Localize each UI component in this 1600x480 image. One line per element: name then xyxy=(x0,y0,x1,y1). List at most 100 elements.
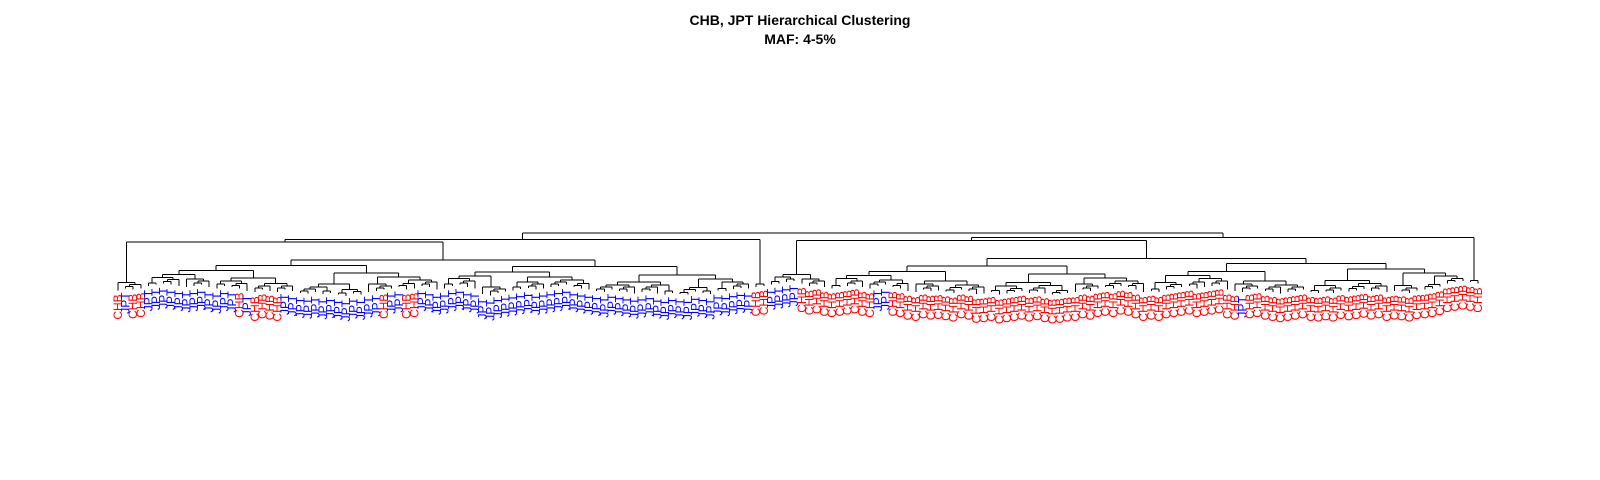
leaf-label: JPT xyxy=(650,297,664,319)
leaf-label: JPT xyxy=(362,296,376,318)
leaf-label: CHB xyxy=(810,289,824,314)
leaf-label: JPT xyxy=(385,292,399,314)
leaf-label: JPT xyxy=(468,292,482,314)
leaf-label: JPT xyxy=(369,294,383,316)
leaf-label: JPT xyxy=(210,292,224,314)
leaf-label: CHB xyxy=(1106,292,1120,317)
leaf-label: JPT xyxy=(483,299,497,321)
leaf-label: CHB xyxy=(1395,296,1409,321)
leaf-label: JPT xyxy=(605,293,619,315)
leaf-label: CHB xyxy=(1076,294,1090,319)
leaf-label: CHB xyxy=(248,296,262,321)
leaf-label: CHB xyxy=(825,292,839,317)
leaf-label: CHB xyxy=(1456,285,1470,310)
leaf-label: JPT xyxy=(635,296,649,318)
leaf-label: JPT xyxy=(119,292,133,314)
leaf-label: CHB xyxy=(1311,297,1325,322)
leaf-label: JPT xyxy=(164,288,178,310)
leaf-label: JPT xyxy=(301,297,315,319)
leaf-label: JPT xyxy=(666,296,680,318)
leaf-label: CHB xyxy=(1410,294,1424,319)
leaf-label: CHB xyxy=(1167,292,1181,317)
leaf-label: JPT xyxy=(506,294,520,316)
leaf-label: CHB xyxy=(901,295,915,320)
leaf-label: JPT xyxy=(179,291,193,313)
leaf-label: CHB xyxy=(924,295,938,320)
dendrogram-branches xyxy=(117,232,1479,296)
leaf-label: CHB xyxy=(1152,296,1166,321)
leaf-label: JPT xyxy=(536,292,550,314)
leaf-label: CHB xyxy=(939,296,953,321)
leaf-label: JPT xyxy=(726,292,740,314)
leaf-label: JPT xyxy=(415,289,429,311)
leaf-label: JPT xyxy=(423,291,437,313)
leaf-label: JPT xyxy=(293,296,307,318)
leaf-label: JPT xyxy=(574,292,588,314)
leaf-label: CHB xyxy=(1144,295,1158,320)
leaf-label: CHB xyxy=(1365,295,1379,320)
leaf-label: CHB xyxy=(1122,291,1136,316)
leaf-label: CHB xyxy=(1182,290,1196,315)
leaf-label: CHB xyxy=(894,292,908,317)
leaf-label: CHB xyxy=(1137,296,1151,321)
leaf-label: CHB xyxy=(1357,293,1371,318)
leaf-label: CHB xyxy=(802,290,816,315)
leaf-label: CHB xyxy=(1258,295,1272,320)
leaf-label: CHB xyxy=(1251,292,1265,317)
leaf-label: JPT xyxy=(1235,296,1249,318)
leaf-label: CHB xyxy=(1114,290,1128,315)
leaf-label: CHB xyxy=(947,297,961,322)
leaf-label: CHB xyxy=(1205,290,1219,315)
leaf-label: CHB xyxy=(916,294,930,319)
leaf-label: CHB xyxy=(1129,294,1143,319)
leaf-label: JPT xyxy=(688,295,702,317)
leaf-label: JPT xyxy=(529,293,543,315)
chart-subtitle: MAF: 4-5% xyxy=(764,31,836,47)
leaf-label: JPT xyxy=(620,296,634,318)
leaf-label: CHB xyxy=(1061,297,1075,322)
leaf-label: CHB xyxy=(977,297,991,322)
leaf-label: CHB xyxy=(1008,296,1022,321)
leaf-label: CHB xyxy=(1372,294,1386,319)
leaf-label: JPT xyxy=(491,296,505,318)
leaf-label: JPT xyxy=(498,295,512,317)
leaf-label: CHB xyxy=(1030,296,1044,321)
leaf-label: CHB xyxy=(848,289,862,314)
dendrogram-leaf-labels: CHBJPTCHBCHBJPTJPTJPTJPTJPTJPTJPTJPTJPTJ… xyxy=(111,284,1485,324)
leaf-label: JPT xyxy=(339,299,353,321)
leaf-label: JPT xyxy=(217,289,231,311)
leaf-label: JPT xyxy=(643,294,657,316)
leaf-label: JPT xyxy=(764,288,778,310)
leaf-label: JPT xyxy=(742,292,756,314)
leaf-label: JPT xyxy=(612,294,626,316)
leaf-label: JPT xyxy=(787,284,801,306)
leaf-label: CHB xyxy=(1000,297,1014,322)
leaf-label: CHB xyxy=(833,291,847,316)
leaf-label: JPT xyxy=(225,291,239,313)
leaf-label: CHB xyxy=(970,298,984,323)
leaf-label: JPT xyxy=(195,288,209,310)
leaf-label: CHB xyxy=(1418,294,1432,319)
leaf-label: CHB xyxy=(1403,297,1417,322)
chart-title: CHB, JPT Hierarchical Clustering xyxy=(689,12,911,28)
leaf-label: CHB xyxy=(1296,294,1310,319)
leaf-label: JPT xyxy=(309,296,323,318)
leaf-label: CHB xyxy=(377,294,391,319)
leaf-label: CHB xyxy=(886,291,900,316)
leaf-label: CHB xyxy=(992,299,1006,324)
leaf-label: CHB xyxy=(1349,294,1363,319)
leaf-label: JPT xyxy=(559,288,573,310)
leaf-label: JPT xyxy=(521,291,535,313)
leaf-label: CHB xyxy=(1387,295,1401,320)
leaf-label: JPT xyxy=(202,291,216,313)
leaf-label: CHB xyxy=(1038,297,1052,322)
leaf-label: CHB xyxy=(126,294,140,319)
leaf-label: CHB xyxy=(1425,292,1439,317)
leaf-label: CHB xyxy=(795,287,809,312)
leaf-label: CHB xyxy=(407,292,421,317)
leaf-label: CHB xyxy=(1433,291,1447,316)
leaf-label: JPT xyxy=(149,288,163,310)
leaf-label: JPT xyxy=(597,296,611,318)
leaf-label: JPT xyxy=(681,298,695,320)
